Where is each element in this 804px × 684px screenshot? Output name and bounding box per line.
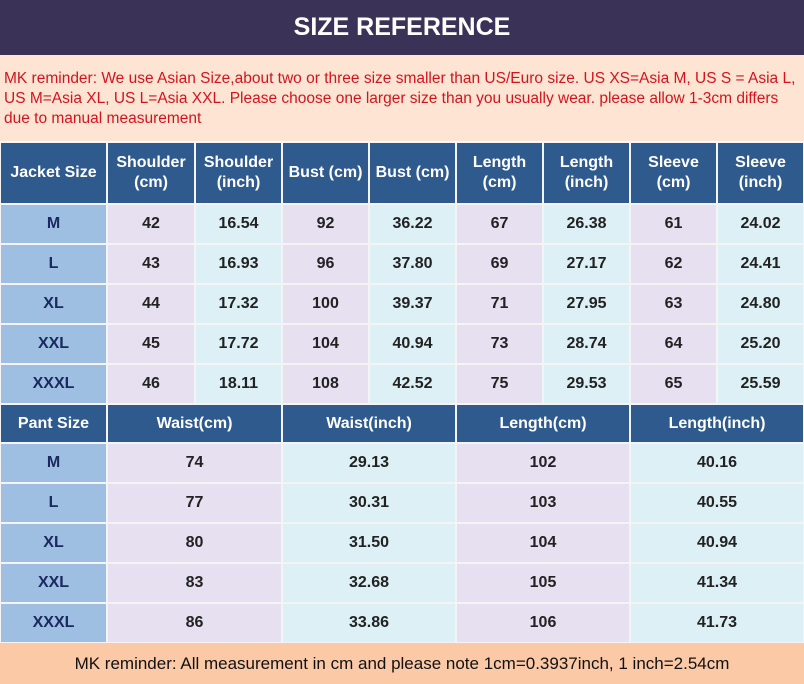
- value-cell: 92: [282, 204, 369, 244]
- value-cell: 25.59: [717, 364, 804, 404]
- value-cell: 104: [282, 324, 369, 364]
- header-cell: Length(cm): [456, 404, 630, 443]
- value-cell: 30.31: [282, 483, 456, 523]
- value-cell: 33.86: [282, 603, 456, 643]
- size-cell: L: [0, 483, 107, 523]
- reminder: MK reminder: We use Asian Size,about two…: [0, 55, 804, 141]
- header-cell: Jacket Size: [0, 142, 107, 204]
- value-cell: 102: [456, 443, 630, 483]
- value-cell: 41.34: [630, 563, 804, 603]
- value-cell: 62: [630, 244, 717, 284]
- header-cell: Waist(cm): [107, 404, 282, 443]
- header-cell: Shoulder (inch): [195, 142, 282, 204]
- value-cell: 27.95: [543, 284, 630, 324]
- size-cell: XXL: [0, 563, 107, 603]
- value-cell: 83: [107, 563, 282, 603]
- value-cell: 103: [456, 483, 630, 523]
- value-cell: 31.50: [282, 523, 456, 563]
- header-cell: Length (inch): [543, 142, 630, 204]
- value-cell: 24.41: [717, 244, 804, 284]
- value-cell: 43: [107, 244, 195, 284]
- value-cell: 40.94: [630, 523, 804, 563]
- header-cell: Length(inch): [630, 404, 804, 443]
- value-cell: 77: [107, 483, 282, 523]
- value-cell: 39.37: [369, 284, 456, 324]
- value-cell: 18.11: [195, 364, 282, 404]
- value-cell: 96: [282, 244, 369, 284]
- footer: MK reminder: All measurement in cm and p…: [0, 643, 804, 684]
- value-cell: 71: [456, 284, 543, 324]
- value-cell: 73: [456, 324, 543, 364]
- value-cell: 105: [456, 563, 630, 603]
- value-cell: 29.53: [543, 364, 630, 404]
- value-cell: 28.74: [543, 324, 630, 364]
- value-cell: 27.17: [543, 244, 630, 284]
- value-cell: 42: [107, 204, 195, 244]
- header-cell: Pant Size: [0, 404, 107, 443]
- value-cell: 42.52: [369, 364, 456, 404]
- value-cell: 86: [107, 603, 282, 643]
- header-cell: Shoulder (cm): [107, 142, 195, 204]
- header-cell: Bust (cm): [369, 142, 456, 204]
- size-cell: M: [0, 204, 107, 244]
- value-cell: 108: [282, 364, 369, 404]
- value-cell: 61: [630, 204, 717, 244]
- value-cell: 80: [107, 523, 282, 563]
- size-cell: XL: [0, 284, 107, 324]
- value-cell: 37.80: [369, 244, 456, 284]
- value-cell: 75: [456, 364, 543, 404]
- value-cell: 24.80: [717, 284, 804, 324]
- value-cell: 40.55: [630, 483, 804, 523]
- value-cell: 45: [107, 324, 195, 364]
- value-cell: 29.13: [282, 443, 456, 483]
- value-cell: 104: [456, 523, 630, 563]
- header-cell: Length (cm): [456, 142, 543, 204]
- value-cell: 36.22: [369, 204, 456, 244]
- value-cell: 17.32: [195, 284, 282, 324]
- header-cell: Waist(inch): [282, 404, 456, 443]
- size-cell: XXL: [0, 324, 107, 364]
- value-cell: 40.94: [369, 324, 456, 364]
- value-cell: 44: [107, 284, 195, 324]
- header-cell: Sleeve (inch): [717, 142, 804, 204]
- value-cell: 65: [630, 364, 717, 404]
- size-cell: XXXL: [0, 603, 107, 643]
- value-cell: 64: [630, 324, 717, 364]
- value-cell: 17.72: [195, 324, 282, 364]
- value-cell: 63: [630, 284, 717, 324]
- value-cell: 41.73: [630, 603, 804, 643]
- size-cell: M: [0, 443, 107, 483]
- value-cell: 32.68: [282, 563, 456, 603]
- value-cell: 106: [456, 603, 630, 643]
- value-cell: 24.02: [717, 204, 804, 244]
- header-cell: Sleeve (cm): [630, 142, 717, 204]
- value-cell: 67: [456, 204, 543, 244]
- value-cell: 26.38: [543, 204, 630, 244]
- value-cell: 69: [456, 244, 543, 284]
- title: SIZE REFERENCE: [0, 0, 804, 55]
- value-cell: 16.54: [195, 204, 282, 244]
- value-cell: 46: [107, 364, 195, 404]
- size-cell: L: [0, 244, 107, 284]
- size-cell: XL: [0, 523, 107, 563]
- value-cell: 16.93: [195, 244, 282, 284]
- value-cell: 100: [282, 284, 369, 324]
- value-cell: 25.20: [717, 324, 804, 364]
- value-cell: 74: [107, 443, 282, 483]
- size-cell: XXXL: [0, 364, 107, 404]
- value-cell: 40.16: [630, 443, 804, 483]
- header-cell: Bust (cm): [282, 142, 369, 204]
